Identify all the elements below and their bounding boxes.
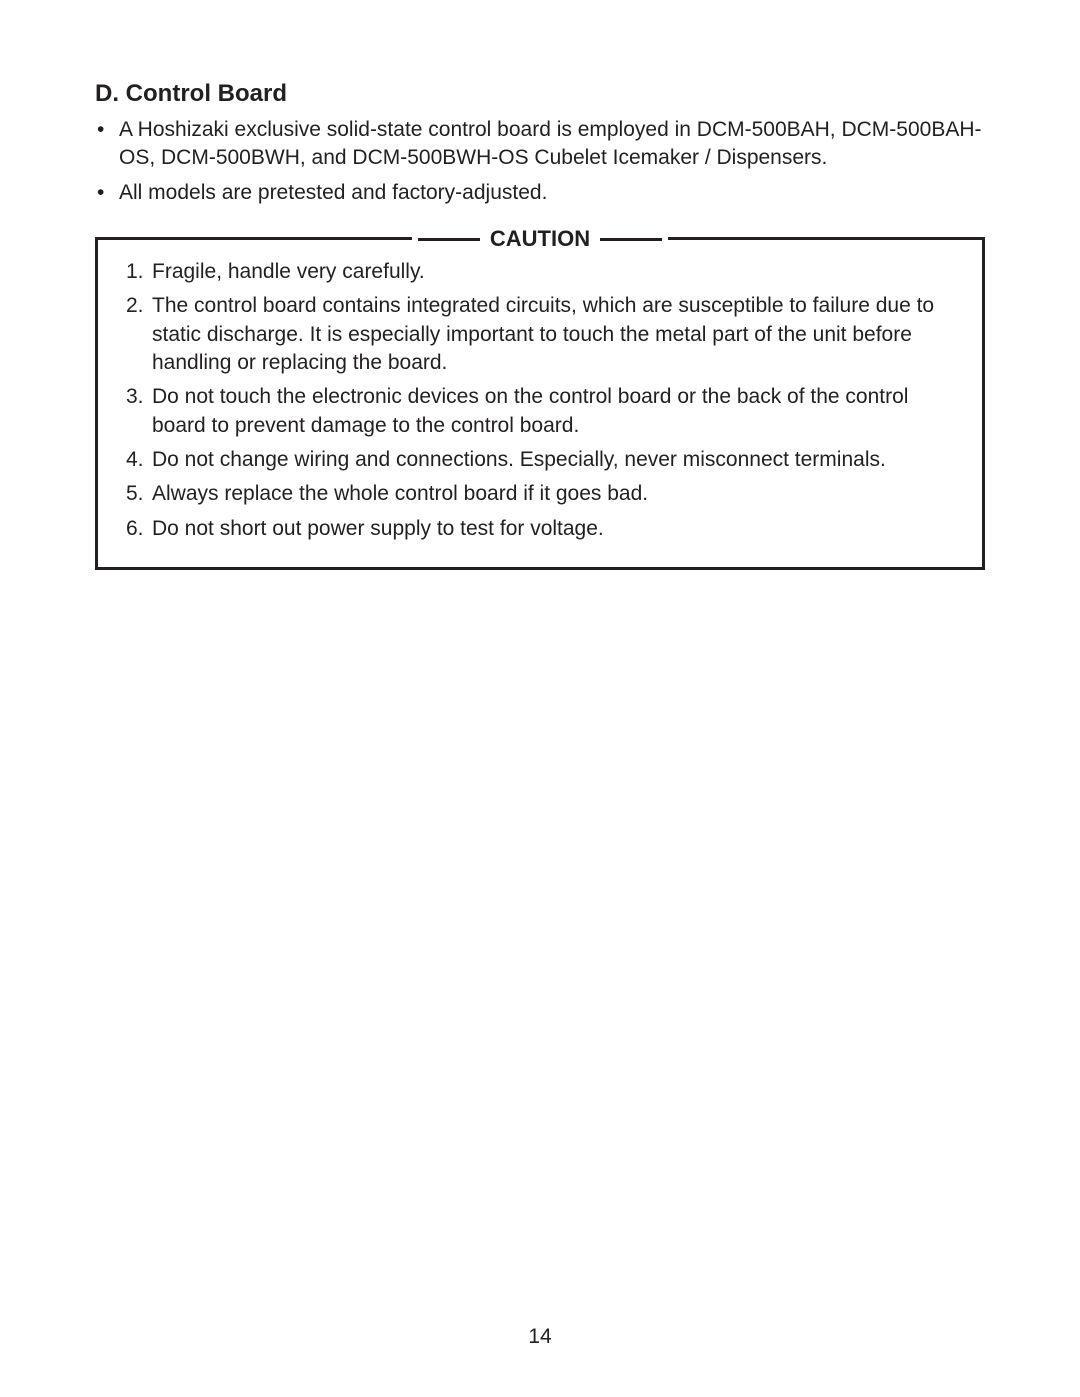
caution-item-number: 3.: [126, 383, 144, 411]
caution-item-number: 5.: [126, 480, 144, 508]
caution-dash-right: [600, 238, 662, 241]
caution-item: 2. The control board contains integrated …: [126, 292, 954, 377]
caution-item-number: 6.: [126, 515, 144, 543]
caution-item-text: Fragile, handle very carefully.: [152, 260, 425, 283]
caution-item-text: Always replace the whole control board i…: [152, 482, 648, 505]
caution-item-text: Do not change wiring and connections. Es…: [152, 448, 886, 471]
caution-item: 4. Do not change wiring and connections. …: [126, 446, 954, 474]
caution-item-text: Do not touch the electronic devices on t…: [152, 385, 908, 436]
caution-item-number: 1.: [126, 258, 144, 286]
caution-box: CAUTION 1.Fragile, handle very carefully…: [95, 237, 985, 570]
caution-item-number: 2.: [126, 292, 144, 320]
caution-item: 3. Do not touch the electronic devices on…: [126, 383, 954, 440]
intro-bullet-list: A Hoshizaki exclusive solid-state contro…: [95, 116, 985, 207]
caution-list: 1. Fragile, handle very carefully. 2. The …: [126, 258, 954, 543]
caution-title: CAUTION: [480, 226, 600, 252]
caution-item-text: Do not short out power supply to test fo…: [152, 517, 604, 540]
section-heading: D. Control Board: [95, 80, 985, 108]
caution-title-bg: CAUTION: [412, 226, 668, 252]
page-number: 14: [528, 1325, 551, 1349]
caution-title-container: CAUTION: [98, 226, 982, 252]
caution-item: 6. Do not short out power supply to test …: [126, 515, 954, 543]
bullet-item: All models are pretested and factory-adj…: [95, 179, 985, 207]
caution-item: 5. Always replace the whole control board…: [126, 480, 954, 508]
caution-item: 1. Fragile, handle very carefully.: [126, 258, 954, 286]
bullet-item: A Hoshizaki exclusive solid-state contro…: [95, 116, 985, 173]
caution-item-number: 4.: [126, 446, 144, 474]
caution-dash-left: [418, 238, 480, 241]
caution-item-text: The control board contains integrated ci…: [152, 294, 934, 374]
